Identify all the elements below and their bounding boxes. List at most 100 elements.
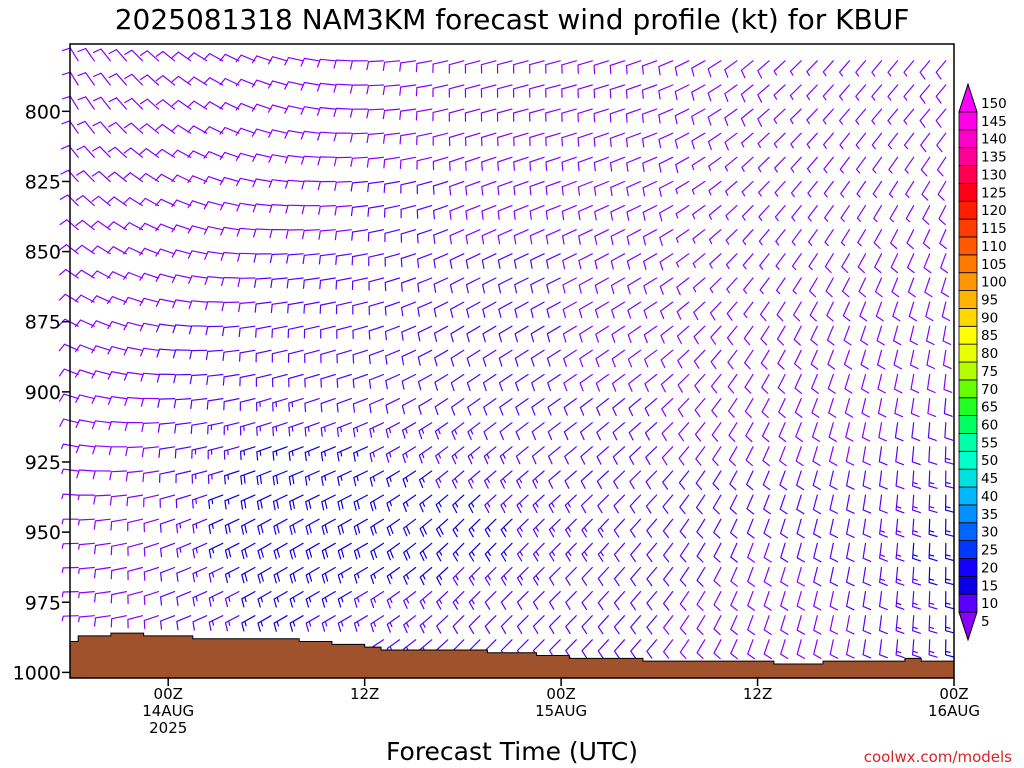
- wind-barb: [237, 252, 256, 262]
- wind-barb: [879, 615, 888, 635]
- wind-barb: [878, 446, 888, 466]
- wind-barb: [780, 591, 789, 611]
- wind-barb: [223, 446, 240, 460]
- wind-barb: [123, 271, 144, 280]
- wind-barb: [235, 102, 256, 111]
- wind-barb: [812, 446, 821, 466]
- wind-barb: [774, 156, 786, 173]
- wind-barb: [108, 49, 127, 62]
- wind-barb: [399, 156, 417, 169]
- wind-barb: [777, 349, 786, 370]
- wind-barb: [94, 542, 111, 555]
- wind-barb: [451, 446, 465, 465]
- wind-barb: [629, 494, 642, 514]
- wind-barb: [741, 180, 754, 197]
- wind-barb: [434, 422, 449, 440]
- wind-barb: [139, 98, 160, 110]
- wind-barb: [350, 132, 368, 143]
- wind-barb: [926, 325, 935, 346]
- wind-barb: [288, 422, 304, 437]
- wind-barb: [777, 373, 786, 394]
- colorbar-swatch: [958, 504, 978, 524]
- wind-barb: [823, 132, 834, 149]
- wind-barb: [595, 325, 609, 343]
- wind-barb: [123, 122, 144, 134]
- wind-barb: [367, 205, 385, 217]
- wind-barb: [565, 518, 577, 538]
- wind-barb: [596, 446, 609, 465]
- wind-barb: [497, 180, 513, 196]
- wind-barb: [642, 229, 658, 246]
- wind-barb: [565, 615, 577, 635]
- wind-barb: [192, 615, 208, 631]
- wind-barb: [678, 470, 690, 490]
- wind-barb: [368, 373, 385, 389]
- wind-barb: [577, 108, 593, 123]
- wind-barb: [285, 204, 304, 214]
- wind-barb: [173, 373, 192, 384]
- wind-barb: [928, 615, 938, 634]
- wind-barb: [514, 349, 529, 367]
- wind-barb: [822, 84, 834, 101]
- wind-barb: [729, 494, 738, 515]
- wind-barb: [416, 132, 433, 146]
- wind-barb: [846, 542, 855, 563]
- wind-barb: [401, 325, 417, 341]
- colorbar-swatch: [958, 379, 978, 399]
- colorbar-swatch: [958, 540, 978, 559]
- wind-barb: [108, 446, 127, 456]
- wind-barb: [386, 566, 401, 585]
- wind-barb: [846, 591, 855, 611]
- wind-barb: [679, 639, 690, 659]
- wind-barb: [284, 81, 304, 90]
- wind-barb: [876, 325, 885, 346]
- wind-barb: [500, 615, 513, 634]
- wind-barb: [663, 542, 674, 563]
- wind-barb: [746, 494, 755, 515]
- wind-barb: [724, 108, 738, 127]
- wind-barb: [549, 542, 561, 562]
- wind-barb: [466, 325, 481, 343]
- wind-barb: [806, 156, 818, 173]
- wind-barb: [516, 615, 529, 634]
- wind-barb: [321, 591, 336, 608]
- wind-barb: [94, 591, 111, 603]
- wind-barb: [596, 422, 609, 441]
- wind-barb: [743, 277, 754, 294]
- wind-barb: [435, 446, 449, 464]
- colorbar-swatch: [958, 575, 978, 595]
- wind-barb: [581, 639, 593, 659]
- wind-barb: [384, 253, 401, 267]
- wind-barb: [595, 373, 609, 392]
- chart-title: 2025081318 NAM3KM forecast wind profile …: [115, 3, 910, 36]
- wind-barb: [123, 246, 144, 255]
- colorbar-swatch: [958, 254, 978, 274]
- wind-barb: [862, 518, 872, 538]
- wind-barb: [139, 74, 160, 86]
- wind-barb: [940, 277, 950, 298]
- wind-barb: [675, 156, 690, 174]
- wind-barb: [484, 591, 497, 610]
- wind-barb: [659, 229, 674, 246]
- wind-barb: [613, 542, 626, 562]
- wind-barb: [468, 518, 481, 538]
- wind-barb: [238, 325, 256, 338]
- wind-barb: [92, 121, 111, 134]
- wind-barb: [352, 373, 368, 389]
- wind-barb: [645, 470, 658, 490]
- wind-barb: [660, 325, 674, 344]
- wind-barb: [219, 102, 240, 110]
- wind-barb: [287, 349, 304, 363]
- wind-barb: [757, 132, 770, 148]
- wind-barb: [370, 542, 385, 560]
- wind-barb: [58, 318, 79, 327]
- wind-barb: [561, 180, 577, 196]
- colorbar-swatch: [958, 147, 978, 166]
- wind-barb: [370, 518, 385, 536]
- wind-barb: [288, 470, 304, 486]
- wind-barb: [593, 156, 609, 172]
- wind-barb: [483, 398, 497, 416]
- wind-barb: [613, 494, 626, 514]
- wind-barb: [222, 325, 240, 337]
- wind-barb: [892, 301, 901, 322]
